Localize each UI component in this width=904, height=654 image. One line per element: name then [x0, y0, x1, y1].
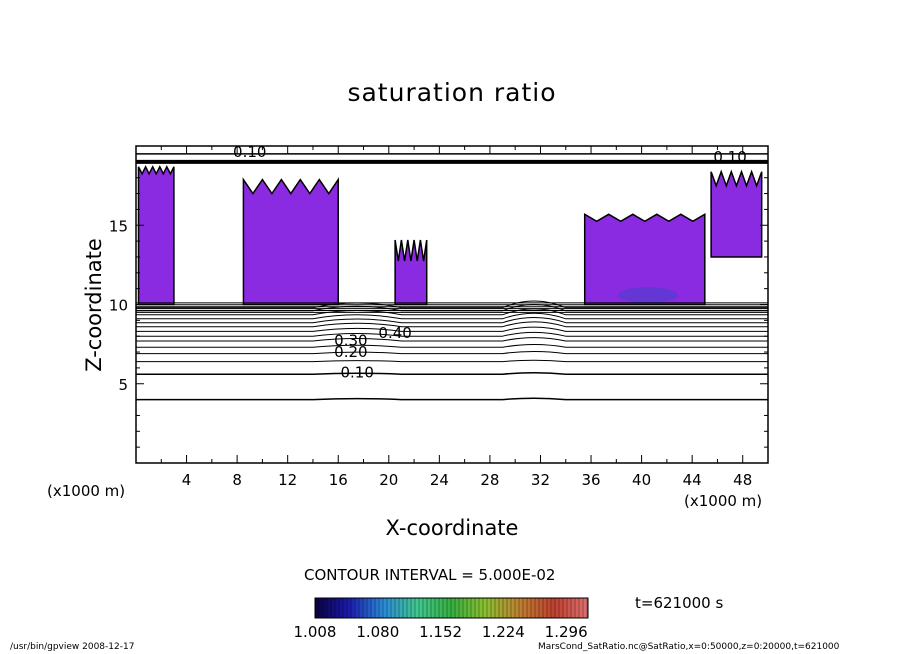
chart-title: saturation ratio [347, 78, 557, 107]
x-tick-label: 8 [232, 471, 242, 489]
shaded-region [242, 177, 339, 306]
footer-command: /usr/bin/gpview 2008-12-17 [10, 642, 135, 652]
x-tick-label: 36 [581, 471, 600, 489]
contour-label: 0.10 [340, 363, 373, 381]
contour-label: 0.40 [378, 324, 411, 342]
colorbar-label: 1.224 [482, 623, 525, 641]
shaded-region [710, 169, 763, 258]
shaded-region [394, 239, 428, 306]
contour-interval-text: CONTOUR INTERVAL = 5.000E-02 [304, 566, 556, 584]
y-tick-label: 5 [118, 376, 128, 394]
contour-line [136, 344, 768, 348]
x-tick-label: 40 [632, 471, 651, 489]
contour-line [136, 359, 768, 363]
x-unit-label-right: (x1000 m) [684, 492, 763, 510]
shaded-core [617, 286, 678, 303]
contour-label: 0.30 [334, 332, 367, 350]
contour-line [136, 326, 768, 332]
shaded-region [137, 165, 175, 306]
x-tick-label: 16 [329, 471, 348, 489]
x-tick-label: 24 [430, 471, 449, 489]
contour-line [136, 312, 768, 320]
contour-label: 0.20 [334, 343, 367, 361]
contour-line [136, 331, 768, 337]
contour-line [136, 337, 768, 342]
colorbar-label: 1.080 [356, 623, 399, 641]
contour-line [136, 350, 768, 355]
shaded-region [583, 212, 706, 306]
x-tick-label: 4 [182, 471, 192, 489]
x-tick-label: 48 [733, 471, 752, 489]
contour-label: 0.10 [713, 148, 746, 166]
plot-area: 0.10 0.200.30 0.40 0.10 0.10 [136, 143, 768, 401]
x-tick-label: 28 [480, 471, 499, 489]
footer-source: MarsCond_SatRatio.nc@SatRatio,x=0:50000,… [538, 642, 840, 652]
colorbar-label: 1.296 [545, 623, 588, 641]
contour-line [136, 317, 768, 324]
colorbar-label: 1.152 [419, 623, 462, 641]
contour-label: 0.10 [233, 143, 266, 161]
contour-line [136, 308, 768, 316]
x-tick-label: 12 [278, 471, 297, 489]
contour-line [136, 321, 768, 328]
x-tick-label: 20 [379, 471, 398, 489]
x-axis-label: X-coordinate [385, 516, 519, 540]
y-tick-label: 15 [109, 217, 128, 235]
x-unit-label-left: (x1000 m) [47, 482, 126, 500]
contour-line [136, 372, 768, 375]
time-label: t=621000 s [635, 594, 724, 612]
x-tick-label: 32 [531, 471, 550, 489]
colorbar-label: 1.008 [294, 623, 337, 641]
y-tick-label: 10 [109, 297, 128, 315]
contour-line [136, 397, 768, 401]
x-tick-label: 44 [683, 471, 702, 489]
y-axis-label: Z-coordinate [82, 238, 106, 372]
